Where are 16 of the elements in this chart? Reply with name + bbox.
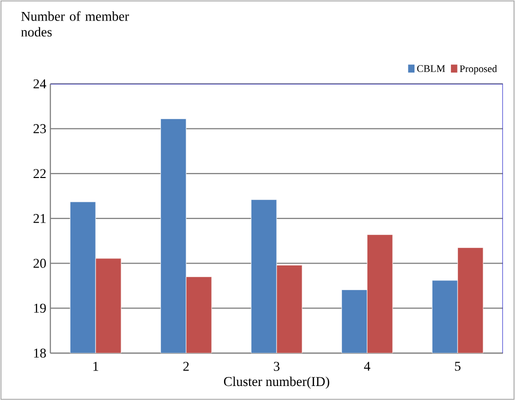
y-tick-label: 22 (34, 169, 46, 178)
y-tick-label: 21 (34, 214, 46, 223)
y-tick-label: 19 (34, 304, 46, 313)
y-tick-label: 23 (34, 124, 46, 134)
x-axis-title: Cluster number(ID) (224, 376, 330, 389)
y-axis-title: Number of member nodes (21, 11, 129, 36)
y-tick-label: 18 (34, 348, 46, 358)
legend-label: CBLM (417, 65, 446, 72)
x-tick-label: 2 (183, 362, 189, 371)
y-tick-label: 24 (34, 79, 46, 88)
x-tick-label: 3 (274, 362, 280, 371)
legend-label: Proposed (460, 64, 497, 74)
y-tick-label: 20 (34, 258, 46, 268)
x-tick-label: 4 (364, 362, 370, 371)
x-tick-label: 1 (93, 362, 98, 371)
x-tick-label: 5 (455, 362, 460, 371)
